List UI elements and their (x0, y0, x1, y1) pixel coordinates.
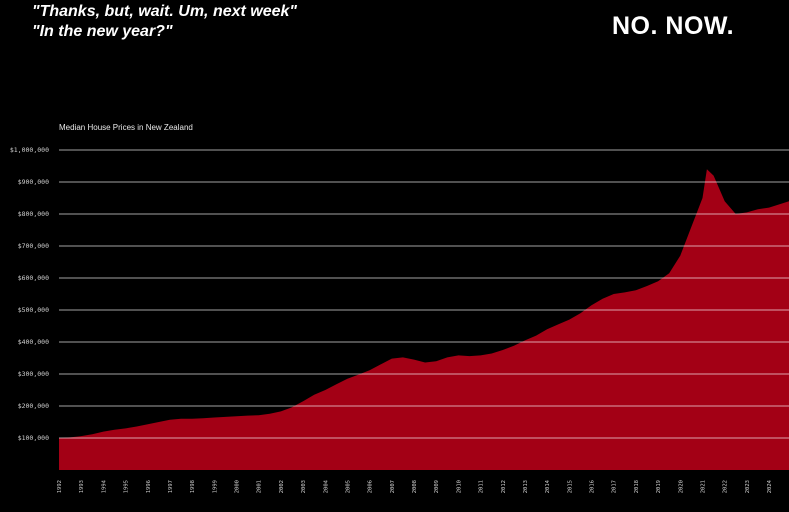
x-tick-label: 2011 (479, 480, 485, 493)
x-tick-label: 1997 (168, 480, 174, 493)
x-tick-label: 1996 (146, 480, 152, 493)
x-tick-label: 2017 (612, 480, 618, 493)
y-tick-label: $400,000 (18, 338, 49, 346)
x-tick-label: 2022 (723, 480, 729, 493)
y-tick-label: $200,000 (18, 402, 49, 410)
y-tick-label: $100,000 (18, 434, 49, 442)
y-tick-label: $600,000 (18, 274, 49, 282)
x-tick-label: 2002 (279, 480, 285, 493)
series-area (59, 169, 789, 470)
y-tick-label: $800,000 (18, 210, 49, 218)
y-tick-label: $900,000 (18, 178, 49, 186)
quote-line-1: "Thanks, but, wait. Um, next week" (32, 3, 298, 20)
x-tick-label: 2020 (678, 480, 684, 493)
x-tick-label: 2012 (501, 480, 507, 493)
y-tick-label: $500,000 (18, 306, 49, 314)
x-tick-label: 2007 (390, 480, 396, 493)
quote-line-2: "In the new year?" (32, 23, 173, 40)
x-tick-label: 2006 (368, 480, 374, 493)
x-tick-label: 2023 (745, 480, 751, 493)
x-tick-label: 2004 (323, 479, 329, 493)
x-tick-label: 2001 (257, 480, 263, 493)
x-tick-label: 2015 (567, 480, 573, 493)
brand-logo-text: NO. NOW. (612, 12, 735, 40)
x-tick-label: 2008 (412, 480, 418, 493)
x-tick-label: 1998 (190, 480, 196, 493)
y-tick-label: $700,000 (18, 242, 49, 250)
y-tick-label: $300,000 (18, 370, 49, 378)
x-tick-label: 2003 (301, 480, 307, 493)
quote-text: "Thanks, but, wait. Um, next week" "In t… (32, 2, 297, 42)
x-tick-label: 1999 (212, 480, 218, 493)
x-tick-label: 2016 (590, 480, 596, 493)
x-tick-label: 1992 (57, 480, 63, 493)
x-tick-label: 2021 (701, 480, 707, 493)
y-tick-label: $1,000,000 (10, 146, 49, 154)
x-tick-label: 2013 (523, 480, 529, 493)
x-tick-label: 1993 (79, 480, 85, 493)
x-tick-label: 2005 (345, 480, 351, 493)
x-tick-label: 2019 (656, 480, 662, 493)
x-tick-label: 2024 (767, 479, 773, 493)
x-tick-label: 2009 (434, 480, 440, 493)
chart-title: Median House Prices in New Zealand (59, 123, 193, 132)
x-tick-label: 1994 (101, 479, 107, 493)
x-tick-label: 2000 (235, 480, 241, 493)
x-tick-label: 2010 (456, 480, 462, 493)
x-tick-label: 1995 (124, 480, 130, 493)
x-tick-label: 2014 (545, 479, 551, 493)
x-tick-label: 2018 (634, 480, 640, 493)
